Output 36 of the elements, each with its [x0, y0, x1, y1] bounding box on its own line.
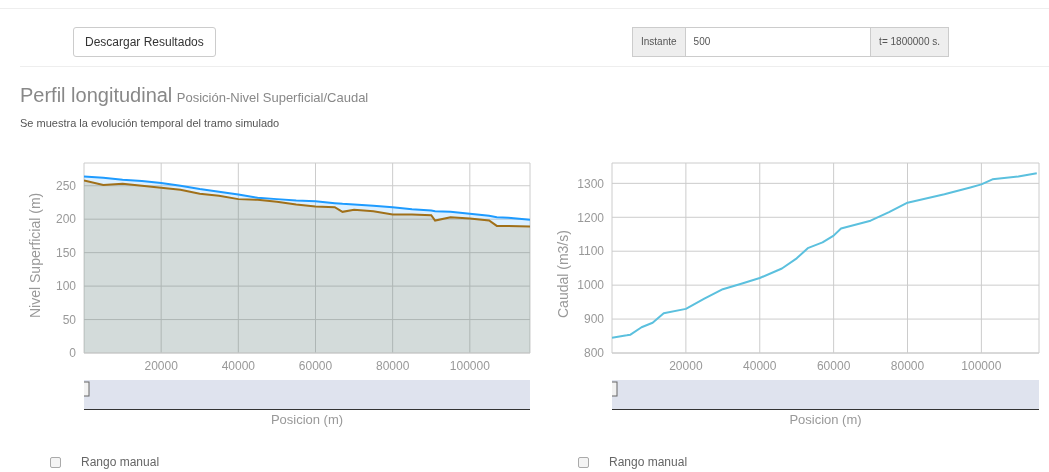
y-tick-label: 1100 [578, 244, 605, 259]
x-tick-label: 60000 [816, 358, 851, 373]
line-series [612, 172, 1038, 339]
y-tick-label: 800 [583, 346, 605, 361]
y-tick-label: 250 [55, 179, 77, 194]
y-tick-label: 1200 [577, 210, 605, 225]
x-tick-label: 80000 [890, 358, 925, 373]
y-axis-title: Nivel Superficial (m) [26, 192, 43, 318]
y-tick-label: 1300 [577, 176, 605, 191]
y-tick-label: 900 [583, 312, 605, 327]
x-axis-title: Posicion (m) [788, 412, 863, 427]
y-tick-label: 150 [55, 245, 77, 260]
x-tick-label: 40000 [221, 358, 256, 373]
y-tick-label: 100 [55, 279, 77, 294]
text: Se muestra la evolución temporal del tramo simulado [20, 117, 280, 129]
x-axis-title: Posicion (m) [269, 412, 345, 427]
text: 500 [692, 35, 712, 49]
text: Rango manual [81, 455, 160, 469]
chart-title: Perfil longitudinal [20, 84, 173, 106]
x-tick-label: 100000 [961, 358, 1002, 373]
text: Descargar Resultados [73, 27, 216, 57]
y-tick-label: 1000 [577, 278, 605, 293]
text: Instante [633, 28, 686, 56]
x-tick-label: 40000 [743, 358, 777, 373]
x-tick-label: 80000 [375, 358, 410, 373]
y-tick-label: 0 [69, 346, 77, 361]
text: t= 1800000 s. [870, 28, 948, 56]
y-tick-label: 50 [62, 312, 77, 327]
x-tick-label: 60000 [298, 358, 333, 373]
x-tick-label: 100000 [449, 358, 491, 373]
y-tick-label: 200 [55, 212, 77, 227]
x-tick-label: 20000 [669, 358, 703, 373]
x-tick-label: 20000 [144, 358, 179, 373]
text: Rango manual [609, 455, 688, 469]
y-axis-title: Caudal (m3/s) [554, 230, 571, 318]
chart-subtitle: Posición-Nivel Superficial/Caudal [176, 90, 369, 105]
